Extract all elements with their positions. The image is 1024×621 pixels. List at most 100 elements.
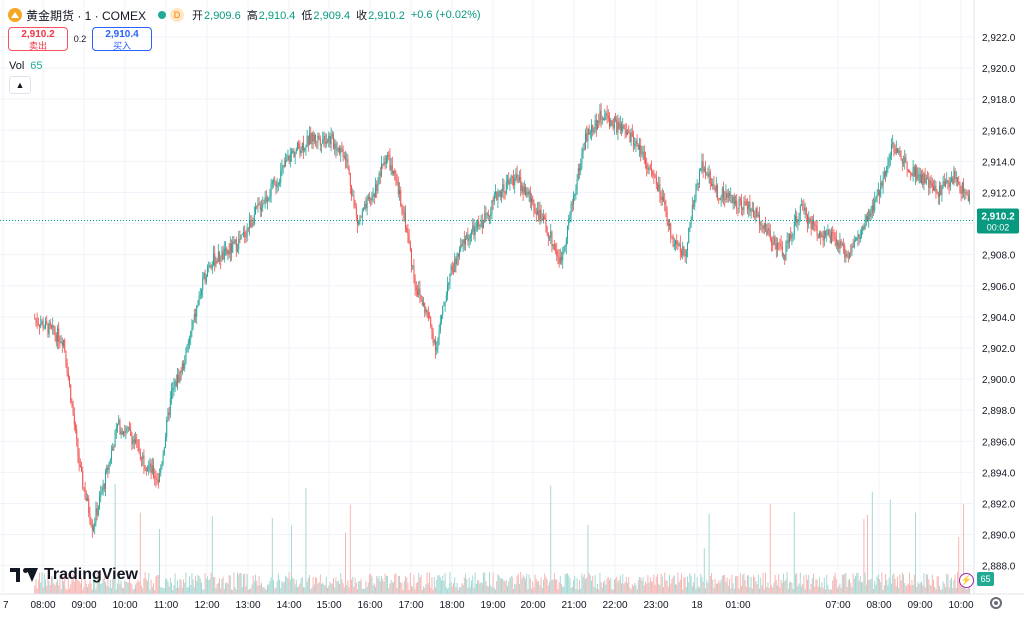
volume-bar [115,589,117,594]
volume-bar [339,583,341,594]
candle-body [137,440,139,445]
candle-body [529,191,531,203]
candle-body [241,234,243,236]
volume-bar [267,584,269,594]
candle-body [901,159,903,164]
candle-body [168,412,170,416]
candle-body [345,155,347,161]
candle-body [598,120,600,123]
candle-body [862,226,864,231]
candle-body [201,289,203,295]
candle-body [964,191,966,193]
x-tick-label: 14:00 [276,600,301,611]
volume-bar [383,581,385,594]
volume-bar [427,583,429,594]
candle-body [103,484,105,489]
candle-body [327,141,329,143]
time-axis[interactable]: 7 08:00 09:00 10:00 11:00 12:00 13:00 14:00 15:0… [3,600,974,611]
volume-bar [148,572,150,594]
candle-body [906,161,908,170]
volume-bar [130,582,132,594]
volume-bar [796,572,798,594]
candle-body [647,168,649,171]
volume-bar [677,572,679,594]
volume-bar [919,582,921,594]
candle-body [640,144,642,155]
volume-bar [516,575,518,594]
candle-body [838,242,840,249]
volume-bar [775,579,777,594]
candle-body [928,178,930,188]
candle-body [767,228,769,235]
volume-bar [216,584,218,594]
volume-bar [748,575,750,594]
chevron-up-icon[interactable]: ▲ [9,76,31,94]
candle-body [924,173,926,184]
volume-bar [571,586,573,594]
volume-bar [401,583,403,594]
candle-body [600,110,602,120]
candle-body [418,288,420,295]
candle-body [666,210,668,220]
candle-body [96,508,98,516]
volume-bar [101,582,103,594]
volume-bar [880,582,882,594]
volume-bar [815,579,817,594]
candle-body [282,165,284,168]
gear-icon[interactable] [990,597,1002,609]
volume-bar [113,577,115,594]
lightning-icon[interactable]: ⚡ [959,573,974,588]
candle-body [510,176,512,183]
volume-bar [749,587,751,594]
candle-body [461,244,463,246]
x-tick-label: 19:00 [480,600,505,611]
candle-body [473,225,475,235]
candle-body [256,206,258,208]
price-axis[interactable]: 2,888.02,890.02,892.02,894.02,896.02,898… [982,33,1016,573]
volume-bar [918,584,920,594]
candle-body [558,257,560,264]
volume-bar [588,572,590,594]
candle-body [621,123,623,131]
x-tick-label: 18:00 [439,600,464,611]
volume-bar [943,583,945,594]
buy-button[interactable]: 2,910.4 买入 [92,27,152,51]
candle-body [391,165,393,174]
candle-body [173,386,175,388]
volume-bar [432,589,434,594]
volume-bar [82,589,84,594]
volume-bar [779,587,781,594]
volume-bar [394,574,396,594]
candle-body [491,200,493,214]
volume-bar [913,574,915,594]
candle-body [628,131,630,133]
volume-bar [543,579,545,594]
candle-body [953,170,955,184]
volume-bar [953,579,955,594]
candle-body [175,381,177,387]
volume-bar [857,572,859,594]
candle-body [35,318,37,320]
candle-body [684,254,686,257]
candle-body [821,235,823,238]
candle-body [443,305,445,307]
volume-bar [315,577,317,594]
volume-bar [929,584,931,594]
x-tick-label: 10:00 [948,600,973,611]
sell-button[interactable]: 2,910.2 卖出 [8,27,68,51]
volume-bar [885,573,887,594]
y-tick-label: 2,922.0 [982,33,1016,44]
volume-bar [456,582,458,594]
tradingview-logo[interactable]: TradingView [10,566,138,584]
volume-bar [631,584,633,594]
candle-body [121,431,123,435]
symbol-title[interactable]: 黄金期货 · 1 · COMEX [26,8,147,23]
candle-body [216,261,218,263]
volume-bar [825,589,827,594]
volume-bar [831,589,833,594]
candle-body [513,177,515,186]
volume-bar [234,587,236,594]
candle-body [411,249,413,266]
candles [34,102,971,538]
